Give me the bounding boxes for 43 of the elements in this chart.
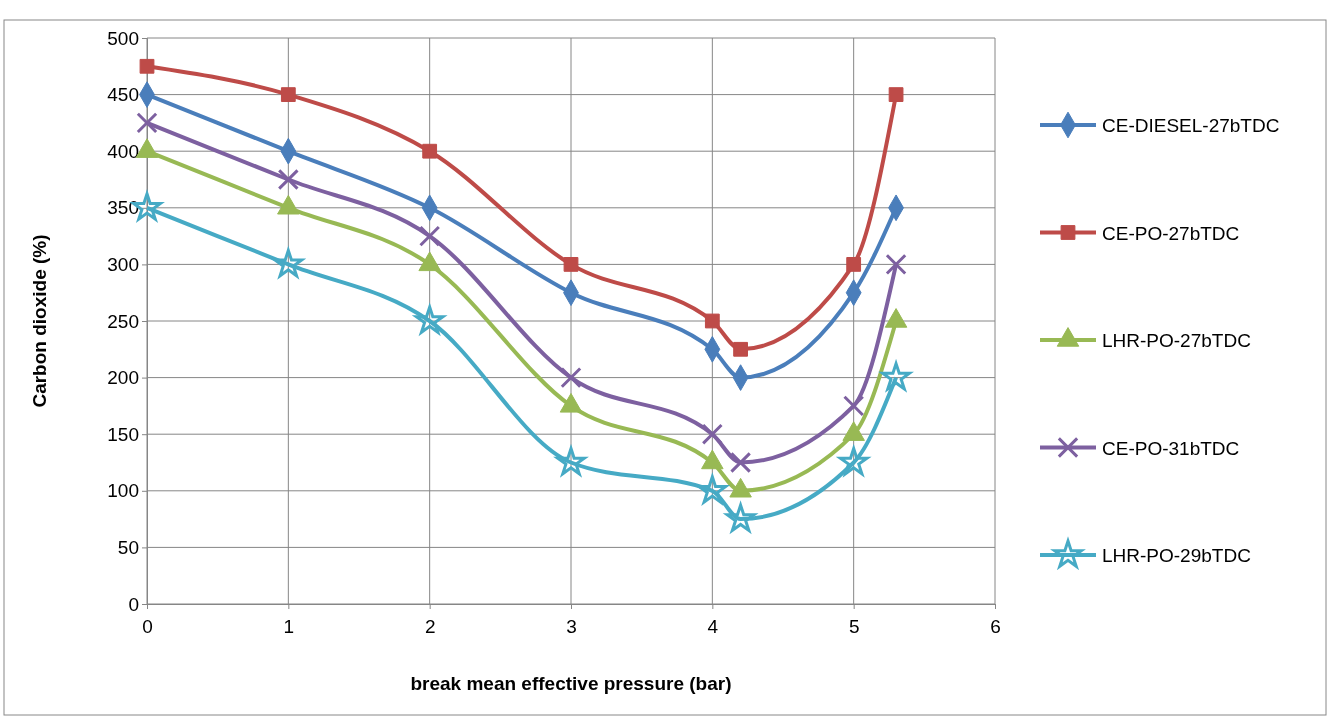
point <box>733 341 748 357</box>
y-tick-label: 200 <box>107 367 139 389</box>
point <box>846 257 862 272</box>
point <box>563 257 579 272</box>
point <box>139 58 155 74</box>
point <box>701 423 723 445</box>
point <box>419 225 441 247</box>
y-tick-label: 250 <box>107 310 139 332</box>
point <box>277 168 299 191</box>
y-tick-label: 0 <box>128 593 139 615</box>
x-tick-label: 3 <box>566 615 577 637</box>
x-tick-label: 6 <box>990 615 1001 637</box>
point <box>843 395 865 417</box>
point <box>885 253 907 276</box>
x-tick-label: 1 <box>283 615 295 637</box>
point <box>701 449 724 470</box>
point <box>560 366 582 389</box>
legend-label: CE-DIESEL-27bTDC <box>1102 115 1280 136</box>
x-tick-label: 0 <box>142 615 153 637</box>
legend-label: CE-PO-27bTDC <box>1102 222 1240 244</box>
y-tick-label: 500 <box>107 27 139 49</box>
legend-label: LHR-PO-29bTDC <box>1102 545 1251 566</box>
point <box>280 87 296 102</box>
point <box>729 477 752 498</box>
point <box>136 112 158 134</box>
point <box>729 451 752 474</box>
x-tick-label: 2 <box>424 615 436 637</box>
y-axis-title: Carbon dioxide (%) <box>29 234 50 408</box>
y-tick-label: 400 <box>107 140 139 162</box>
x-axis-title: break mean effective pressure (bar) <box>410 673 732 694</box>
point <box>842 421 865 441</box>
point <box>888 87 904 102</box>
point <box>422 143 438 159</box>
legend-label: LHR-PO-27bTDC <box>1102 330 1251 351</box>
y-tick-label: 450 <box>107 84 139 106</box>
legend-label: CE-PO-31bTDC <box>1102 437 1240 459</box>
point <box>704 313 720 329</box>
y-tick-label: 150 <box>107 423 139 445</box>
x-tick-label: 4 <box>707 615 719 637</box>
y-tick-label: 50 <box>117 536 139 558</box>
y-tick-label: 100 <box>107 480 139 502</box>
x-tick-label: 5 <box>848 615 860 637</box>
y-tick-label: 300 <box>107 253 139 275</box>
